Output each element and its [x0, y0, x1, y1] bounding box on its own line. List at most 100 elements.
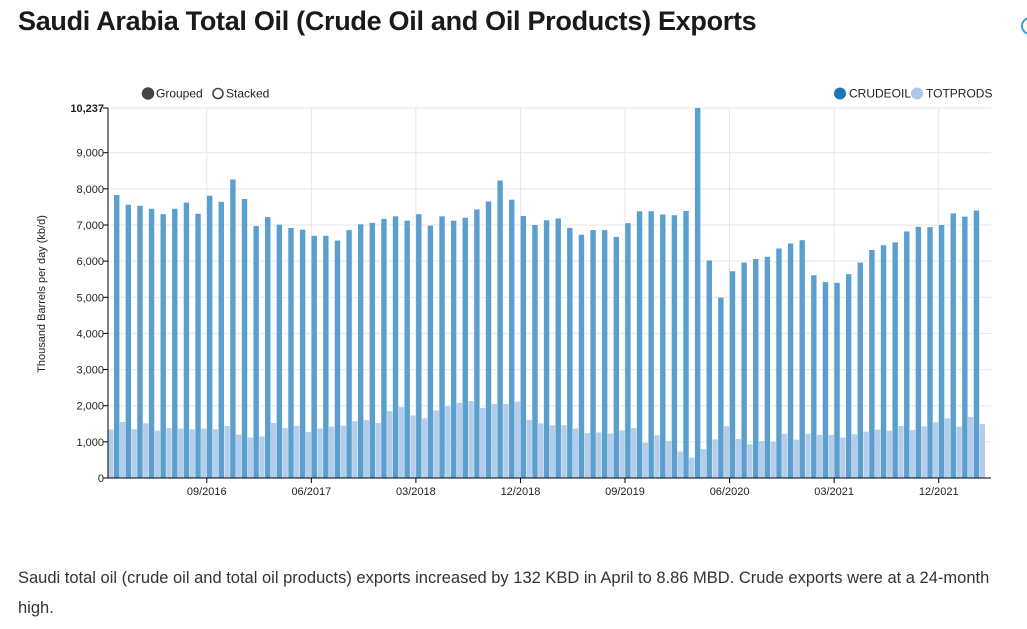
bar-totprods	[654, 435, 660, 478]
bar-totprods	[294, 425, 300, 478]
bar-crudeoil	[857, 262, 863, 478]
bar-totprods	[967, 416, 974, 478]
bar-totprods	[735, 438, 742, 478]
bar-totprods	[758, 441, 765, 478]
x-tick-label: 06/2017	[291, 486, 331, 498]
legend-label[interactable]: CRUDEOIL	[849, 87, 911, 101]
x-tick-label: 09/2019	[605, 486, 645, 498]
bar-crudeoil	[357, 224, 364, 478]
bar-totprods	[596, 432, 602, 478]
bar-totprods	[898, 425, 904, 478]
bar-crudeoil	[729, 271, 736, 478]
bar-crudeoil	[892, 242, 898, 478]
bar-totprods	[166, 428, 172, 478]
bar-totprods	[375, 423, 381, 478]
share-icon[interactable]	[1021, 17, 1027, 35]
bar-totprods	[863, 431, 869, 478]
bar-crudeoil	[218, 201, 224, 478]
bar-crudeoil	[543, 220, 550, 478]
bar-crudeoil	[160, 214, 166, 478]
bar-crudeoil	[799, 240, 805, 478]
bar-crudeoil	[683, 210, 689, 478]
bar-totprods	[189, 429, 195, 478]
grouped-radio[interactable]: Grouped	[141, 87, 203, 101]
y-tick-label: 1,000	[76, 437, 104, 449]
bar-crudeoil	[334, 240, 341, 478]
bar-totprods	[143, 423, 149, 478]
bar-totprods	[259, 436, 265, 478]
bar-totprods	[514, 401, 521, 478]
legend-label[interactable]: TOTPRODS	[926, 87, 992, 101]
bar-totprods	[956, 426, 962, 478]
axes: 0 1,000 2,000 3,000 4,000 5,000 6,000 7,000 8,00…	[70, 103, 991, 498]
bar-crudeoil	[450, 220, 457, 478]
bar-totprods	[398, 407, 405, 478]
bar-crudeoil	[590, 230, 596, 478]
bar-crudeoil	[787, 243, 794, 478]
bar-crudeoil	[346, 230, 352, 478]
y-tick-label: 8,000	[76, 184, 104, 196]
grouped-label[interactable]: Grouped	[156, 87, 203, 101]
bar-crudeoil	[497, 180, 503, 479]
stacked-radio-dot[interactable]	[212, 87, 224, 100]
bar-crudeoil	[811, 275, 817, 478]
x-tick-label: 12/2018	[501, 486, 541, 498]
stacked-radio[interactable]: Stacked	[212, 87, 269, 101]
bar-crudeoil	[776, 248, 782, 478]
bar-crudeoil	[532, 224, 538, 478]
y-tick-label: 9,000	[76, 148, 104, 160]
x-tick-label: 12/2021	[919, 486, 959, 498]
bar-totprods	[875, 429, 881, 478]
bar-crudeoil	[555, 218, 561, 479]
bar-totprods	[236, 434, 242, 478]
bar-crudeoil	[427, 225, 434, 478]
bar-crudeoil	[265, 217, 271, 478]
bar-totprods	[642, 442, 649, 478]
bar-totprods	[433, 410, 439, 478]
x-tick-label: 06/2020	[710, 486, 750, 498]
bar-crudeoil	[660, 214, 666, 479]
bar-crudeoil	[183, 202, 190, 478]
bar-crudeoil	[172, 208, 178, 478]
bars	[108, 108, 985, 479]
bar-crudeoil	[311, 235, 317, 478]
bar-totprods	[816, 434, 823, 478]
bar-crudeoil	[904, 231, 910, 478]
bar-totprods	[247, 437, 254, 478]
bar-totprods	[119, 421, 126, 478]
bar-totprods	[352, 421, 358, 478]
bar-totprods	[282, 428, 288, 478]
bar-totprods	[131, 429, 137, 478]
bar-crudeoil	[613, 236, 620, 478]
stacked-label[interactable]: Stacked	[226, 87, 269, 101]
chart-title: Saudi Arabia Total Oil (Crude Oil and Oi…	[18, 6, 757, 36]
bar-totprods	[479, 407, 486, 478]
bar-totprods	[572, 428, 579, 478]
bar-crudeoil	[915, 226, 922, 478]
bar-totprods	[328, 426, 335, 478]
bar-crudeoil	[114, 194, 120, 478]
bar-totprods	[793, 439, 800, 478]
bar-crudeoil	[648, 211, 654, 478]
bar-crudeoil	[276, 224, 283, 478]
bar-crudeoil	[753, 258, 759, 478]
bar-totprods	[909, 429, 916, 478]
bar-totprods	[561, 425, 567, 478]
bar-crudeoil	[636, 211, 643, 478]
y-tick-label: 6,000	[76, 256, 104, 268]
grouped-radio-dot[interactable]	[141, 87, 155, 100]
bar-totprods	[933, 422, 939, 478]
bar-crudeoil	[671, 215, 678, 478]
bar-totprods	[677, 451, 683, 478]
bar-totprods	[468, 401, 474, 478]
bar-crudeoil	[509, 199, 515, 478]
x-tick-label: 09/2016	[187, 486, 227, 498]
legend-swatch	[911, 87, 923, 100]
bar-crudeoil	[195, 213, 201, 478]
bar-totprods	[456, 402, 463, 478]
bar-crudeoil	[938, 224, 945, 478]
bar-crudeoil	[439, 216, 445, 478]
bar-totprods	[549, 425, 556, 478]
bar-crudeoil	[323, 235, 329, 478]
bar-totprods	[805, 433, 811, 478]
